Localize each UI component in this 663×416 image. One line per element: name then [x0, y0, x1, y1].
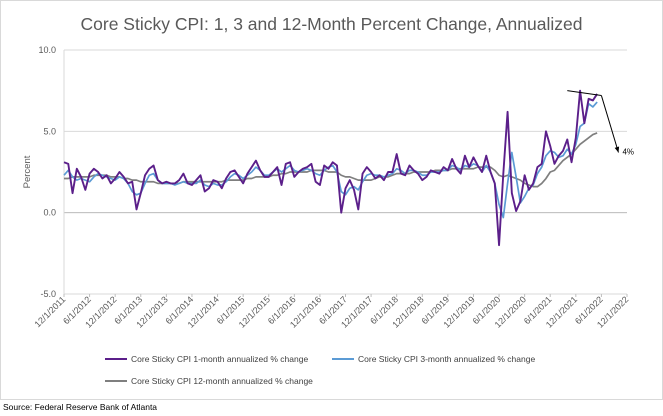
y-axis-label: Percent [22, 155, 33, 188]
legend-label-3month: Core Sticky CPI 3-month annualized % cha… [358, 354, 536, 364]
legend-label-1month: Core Sticky CPI 1-month annualized % cha… [131, 354, 309, 364]
source-note: Source: Federal Reserve Bank of Atlanta [3, 402, 158, 412]
legend-label-12month: Core Sticky CPI 12-month annualized % ch… [131, 376, 313, 386]
chart-title: Core Sticky CPI: 1, 3 and 12-Month Perce… [80, 14, 583, 34]
annotation-line [567, 90, 602, 97]
legend-item-1month: Core Sticky CPI 1-month annualized % cha… [105, 354, 308, 364]
y-tick-label: -5.0 [40, 289, 56, 299]
y-tick-label: 5.0 [43, 126, 56, 136]
series-line-1month [63, 89, 598, 247]
legend-swatch-12month [105, 380, 127, 382]
plot-svg: -5.00.05.010.0 12/1/20116/1/201212/1/201… [22, 45, 634, 330]
legend-item-3month: Core Sticky CPI 3-month annualized % cha… [332, 354, 535, 364]
legend-swatch-3month [332, 358, 354, 360]
chart-area [0, 0, 663, 400]
y-tick-label: 0.0 [43, 208, 56, 218]
legend-swatch-1month [105, 358, 127, 360]
legend-item-12month: Core Sticky CPI 12-month annualized % ch… [105, 376, 313, 386]
annotation-arrowhead [614, 146, 620, 153]
x-tick-label: 12/1/2011 [33, 294, 68, 329]
series-line-3month [63, 101, 598, 219]
y-tick-label: 10.0 [38, 45, 56, 55]
annotation-label: 4% [622, 147, 634, 156]
annotation-arrow-line [600, 95, 619, 153]
